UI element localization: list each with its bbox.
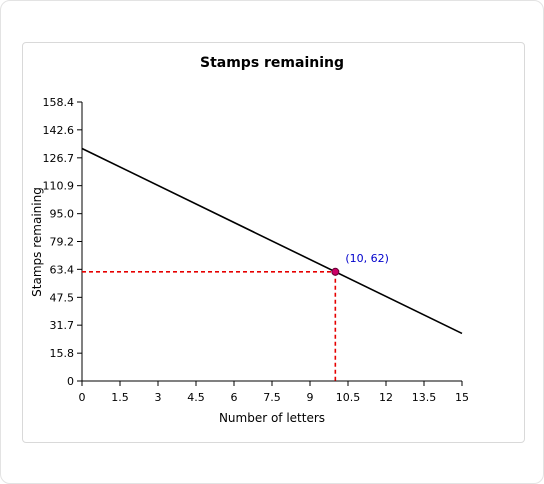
y-tick-label: 63.4 [50,263,75,276]
series-layer [81,147,463,335]
x-tick-label: 0 [79,391,86,404]
x-tick-label: 3 [155,391,162,404]
y-tick-label: 142.6 [43,124,75,137]
x-tick-label: 10.5 [336,391,361,404]
y-tick-label: 126.7 [43,152,75,165]
x-tick-label: 15 [455,391,469,404]
x-tick-label: 7.5 [263,391,281,404]
x-axis-title: Number of letters [219,411,325,425]
x-tick-label: 4.5 [187,391,205,404]
highlight-point-label: (10, 62) [345,252,389,265]
y-tick-label: 31.7 [50,319,75,332]
x-tick-label: 6 [231,391,238,404]
y-axis-ticks: 0 15.8 31.7 47.5 63.4 79.2 95.0 110.9 126.7 142.6… [43,96,82,388]
y-tick-label: 79.2 [50,236,75,249]
y-tick-label: 15.8 [50,347,75,360]
y-tick-label: 47.5 [50,291,75,304]
x-tick-label: 13.5 [412,391,437,404]
x-tick-label: 9 [307,391,314,404]
y-tick-label: 110.9 [43,180,75,193]
y-axis-title: Stamps remaining [30,187,44,297]
chart-title: Stamps remaining [200,55,344,71]
x-axis-ticks: 0 1.5 3 4.5 6 7.5 9 10.5 12 13.5 15 [79,381,469,404]
y-tick-label: 95.0 [50,208,75,221]
y-tick-label: 158.4 [43,96,75,109]
y-tick-label: 0 [67,375,74,388]
x-tick-label: 1.5 [111,391,129,404]
highlight-layer: (10, 62) [82,252,389,381]
series-line [81,147,463,335]
highlight-point [331,267,340,276]
x-tick-label: 12 [379,391,393,404]
